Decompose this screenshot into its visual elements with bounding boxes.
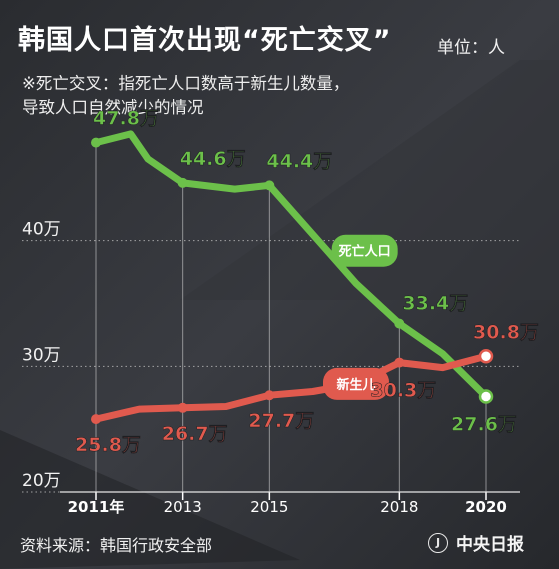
x-tick-label: 2011年 <box>68 498 125 516</box>
data-point-births-2011 <box>91 414 101 425</box>
source-note: 资料来源：韩国行政安全部 <box>20 536 213 555</box>
publisher-logo: J 中央日报 <box>428 530 524 555</box>
data-label: 47.8万 <box>93 108 159 130</box>
series-legend-label: 死亡人口 <box>339 244 391 260</box>
data-point-births-2013 <box>177 402 188 413</box>
data-label: 26.7万 <box>162 423 228 445</box>
definition-note: ※死亡交叉：指死亡人口数高于新生儿数量， 导致人口自然减少的情况 <box>22 72 349 120</box>
x-tick-label: 2020 <box>465 498 507 516</box>
publisher-name: 中央日报 <box>456 535 524 555</box>
y-tick-label: 40万 <box>22 220 61 240</box>
data-point-deaths-2011 <box>91 137 101 148</box>
data-label: 44.6万 <box>180 148 246 170</box>
series-legend-label: 新生儿 <box>336 377 375 393</box>
data-label: 33.4万 <box>402 293 468 315</box>
data-point-births-2015 <box>264 390 275 401</box>
chart-title: 韩国人口首次出现“死亡交叉” <box>18 25 392 56</box>
data-label: 27.7万 <box>248 410 314 432</box>
x-tick-label: 2015 <box>250 498 288 516</box>
data-label: 44.4万 <box>266 150 332 172</box>
note-line-1: ※死亡交叉：指死亡人口数高于新生儿数量， <box>22 74 350 93</box>
y-tick-label: 30万 <box>22 345 61 365</box>
y-tick-label: 20万 <box>22 471 61 491</box>
joongang-logo-icon: J <box>428 532 448 553</box>
note-line-2: 导致人口自然减少的情况 <box>22 98 204 117</box>
data-point-deaths-2020 <box>478 389 494 404</box>
series-legend-pill-deaths <box>331 234 398 267</box>
x-tick-label: 2018 <box>380 498 418 516</box>
data-label: 30.8万 <box>473 321 539 343</box>
data-point-deaths-2018 <box>394 318 405 329</box>
data-point-deaths-2013 <box>177 177 188 188</box>
data-label: 30.3万 <box>370 380 436 402</box>
data-point-deaths-2015 <box>264 180 275 191</box>
data-label: 25.8万 <box>75 434 141 456</box>
series-line-births <box>92 352 490 423</box>
data-point-births-2018 <box>394 357 405 368</box>
series-legend-pill-births <box>323 367 389 400</box>
data-point-births-2020 <box>478 349 494 364</box>
x-tick-label: 2013 <box>164 498 202 516</box>
unit-label: 单位：人 <box>437 38 505 58</box>
data-label: 27.6万 <box>451 413 517 435</box>
series-line-deaths <box>92 130 490 400</box>
